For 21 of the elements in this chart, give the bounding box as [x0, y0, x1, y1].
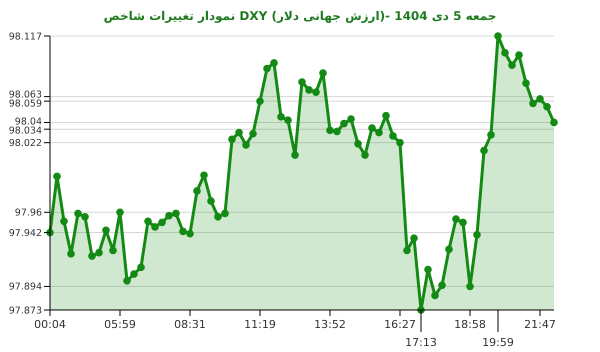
x-tick-label: 00:04: [34, 318, 66, 331]
chart-title: نمودار تغییرات شاخص DXY (ارزش جهانی دلار)- جمعه 5 دی 1404: [104, 9, 496, 23]
x-tick-label: 11:19: [244, 318, 276, 331]
y-tick-label: 98.022: [8, 138, 42, 150]
x-tick-label: 16:27: [384, 318, 416, 331]
y-tick-label: 98.059: [8, 98, 42, 110]
x-tick-label: 05:59: [104, 318, 136, 331]
x-tick-label: 13:52: [314, 318, 346, 331]
y-tick-label: 98.034: [8, 126, 42, 137]
y-tick-label: 98.117: [8, 31, 42, 42]
y-tick-label: 98.063: [8, 90, 42, 101]
y-tick-label: 97.942: [8, 228, 42, 239]
y-tick-label: 97.96: [14, 208, 42, 219]
x-tick-label: 17:13: [405, 336, 437, 349]
x-tick-label: 21:47: [524, 318, 556, 331]
x-tick-label: 19:59: [482, 336, 514, 349]
x-tick-label: 18:58: [454, 318, 486, 331]
x-tick-label: 08:31: [174, 318, 206, 331]
y-tick-label: 98.04: [14, 116, 42, 128]
y-tick-label: 97.894: [8, 282, 42, 293]
y-tick-label: 97.873: [8, 305, 42, 316]
